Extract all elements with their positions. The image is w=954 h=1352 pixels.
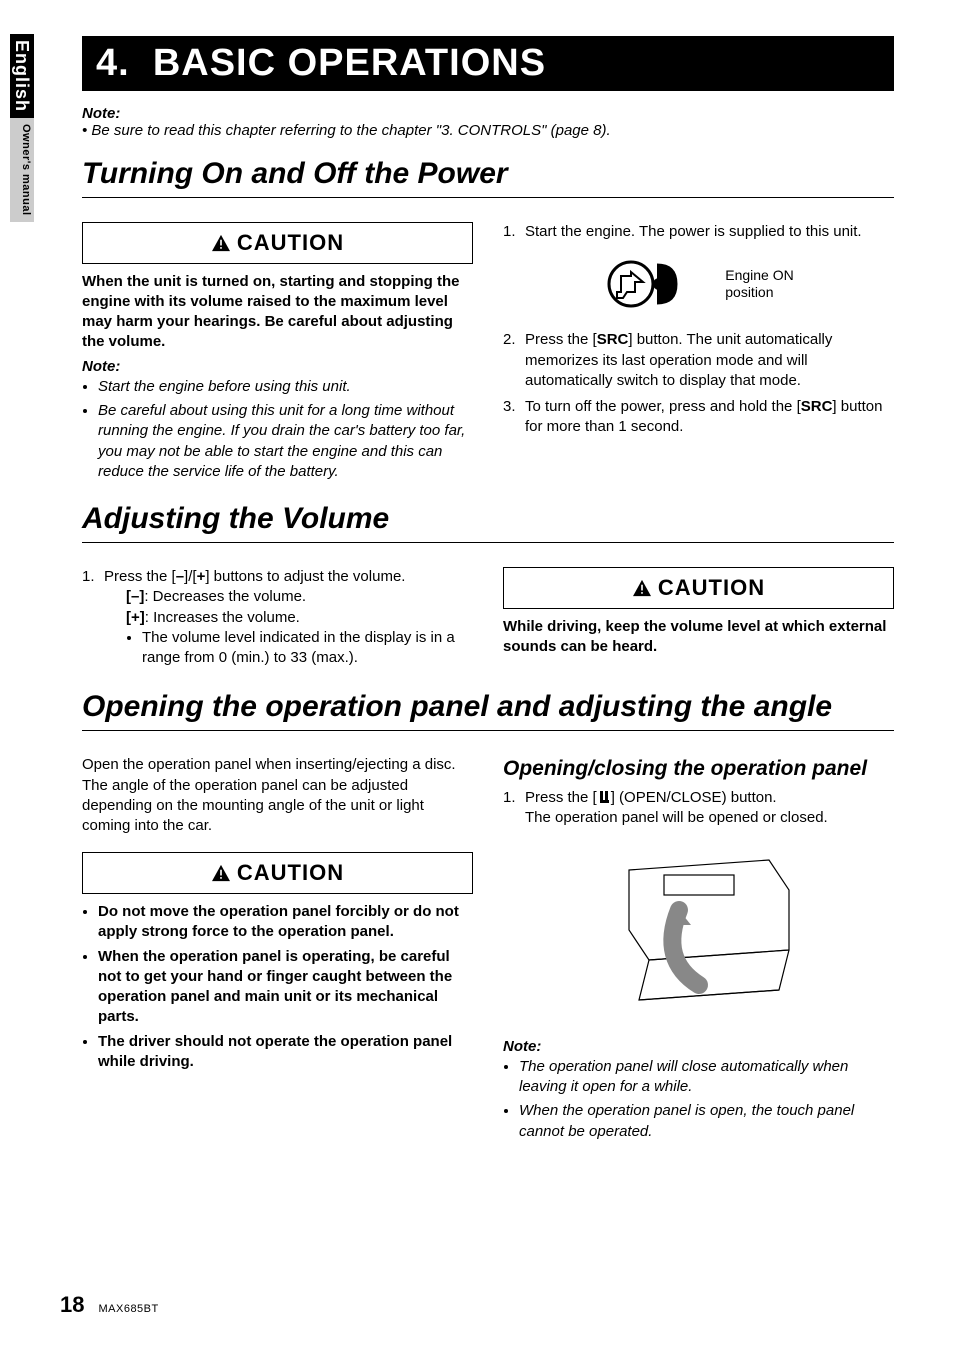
caution-box-2: CAUTION (503, 567, 894, 609)
list-item: 1.Start the engine. The power is supplie… (503, 222, 894, 242)
page-footer: 18 MAX685BT (60, 1292, 159, 1318)
engine-icon (603, 254, 713, 314)
section3-columns: Open the operation panel when inserting/… (82, 755, 894, 1145)
side-tab: English Owner's manual (10, 34, 34, 222)
panel-figure (503, 840, 894, 1026)
side-section: Owner's manual (10, 118, 34, 222)
engine-figure: Engine ON position (503, 254, 894, 314)
model-number: MAX685BT (98, 1303, 158, 1315)
s3-note: Note: The operation panel will close aut… (503, 1037, 894, 1142)
section1-columns: CAUTION When the unit is turned on, star… (82, 222, 894, 486)
list-item: 1. Press the [–]/[+] buttons to adjust t… (82, 567, 473, 668)
section2-right: CAUTION While driving, keep the volume l… (503, 567, 894, 674)
s2-steps: 1. Press the [–]/[+] buttons to adjust t… (82, 567, 473, 668)
section3-right: Opening/closing the operation panel 1. P… (503, 755, 894, 1145)
page-number: 18 (60, 1292, 84, 1318)
list-item: Do not move the operation panel forcibly… (98, 902, 473, 943)
intro-note-label: Note: (82, 105, 894, 122)
s3-caution-list: Do not move the operation panel forcibly… (82, 902, 473, 1072)
caution-label-1: CAUTION (237, 228, 344, 258)
chapter-header: 4. BASIC OPERATIONS (82, 36, 894, 91)
warning-icon (632, 579, 652, 597)
intro-note-text: • Be sure to read this chapter referring… (82, 122, 894, 139)
list-item: The driver should not operate the operat… (98, 1032, 473, 1073)
section1-heading: Turning On and Off the Power (82, 157, 894, 198)
s1-steps: 1.Start the engine. The power is supplie… (503, 222, 894, 242)
caution-label-3: CAUTION (237, 858, 344, 888)
s1-note-label: Note: (82, 357, 473, 377)
section2-columns: 1. Press the [–]/[+] buttons to adjust t… (82, 567, 894, 674)
engine-label: Engine ON position (725, 267, 793, 301)
section3-left: Open the operation panel when inserting/… (82, 755, 473, 1145)
section2-left: 1. Press the [–]/[+] buttons to adjust t… (82, 567, 473, 674)
s1-notes-list: Start the engine before using this unit.… (82, 377, 473, 482)
list-item: Be careful about using this unit for a l… (98, 401, 473, 482)
list-item: 1. Press the [] (OPEN/CLOSE) button. The… (503, 788, 894, 829)
caution-box-1: CAUTION (82, 222, 473, 264)
intro-note: Note: • Be sure to read this chapter ref… (82, 105, 894, 139)
list-item: The volume level indicated in the displa… (142, 628, 473, 669)
s3-note-list: The operation panel will close automatic… (503, 1057, 894, 1142)
warning-icon (211, 864, 231, 882)
caution-label-2: CAUTION (658, 573, 765, 603)
s3-step-cont: The operation panel will be opened or cl… (525, 808, 894, 828)
section1-left: CAUTION When the unit is turned on, star… (82, 222, 473, 486)
list-item: 2.Press the [SRC] button. The unit autom… (503, 330, 894, 391)
section1-right: 1.Start the engine. The power is supplie… (503, 222, 894, 486)
section2-heading: Adjusting the Volume (82, 502, 894, 543)
warning-icon (211, 234, 231, 252)
list-item: The operation panel will close automatic… (519, 1057, 894, 1098)
caution-box-3: CAUTION (82, 852, 473, 894)
s3-steps: 1. Press the [] (OPEN/CLOSE) button. The… (503, 788, 894, 829)
side-lang: English (10, 34, 34, 118)
list-item: 3.To turn off the power, press and hold … (503, 397, 894, 438)
s3-note-label: Note: (503, 1037, 894, 1057)
vol-details: [–]: Decreases the volume. [+]: Increase… (104, 587, 473, 668)
section3-heading: Opening the operation panel and adjustin… (82, 690, 894, 731)
list-item: Start the engine before using this unit. (98, 377, 473, 397)
s3-intro-a: Open the operation panel when inserting/… (82, 755, 473, 775)
list-item: When the operation panel is operating, b… (98, 947, 473, 1028)
list-item: When the operation panel is open, the to… (519, 1101, 894, 1142)
caution-body-1: When the unit is turned on, starting and… (82, 272, 473, 353)
s3-intro-b: The angle of the operation panel can be … (82, 776, 473, 837)
caution-body-2: While driving, keep the volume level at … (503, 617, 894, 658)
chapter-title: 4. BASIC OPERATIONS (96, 42, 880, 85)
open-close-icon (597, 790, 611, 804)
s3-subheading: Opening/closing the operation panel (503, 755, 894, 783)
s1-steps-cont: 2.Press the [SRC] button. The unit autom… (503, 330, 894, 437)
